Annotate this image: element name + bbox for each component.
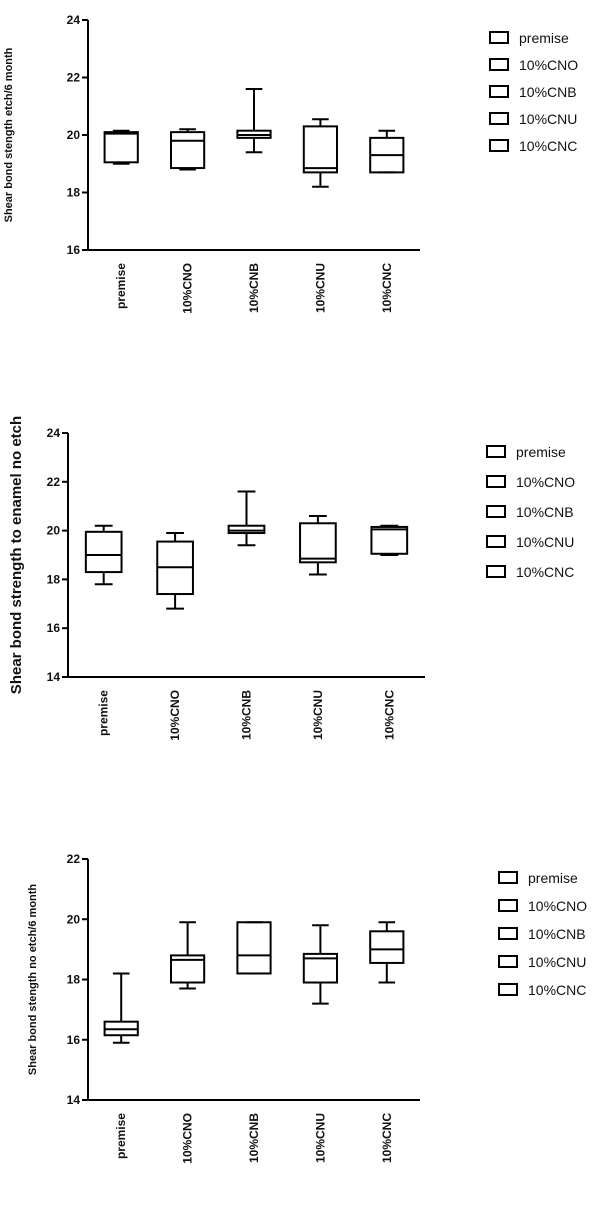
x-tick-label: 10%CNO [181,263,195,314]
legend-swatch [498,955,518,968]
box-iqr [227,524,266,535]
x-tick-label: 10%CNU [313,1113,327,1163]
x-tick-label: 10%CNC [382,690,396,740]
x-tick-label: 10%CNC [380,263,394,313]
box-10%CNO [170,128,206,171]
y-tick-label: 22 [67,71,81,85]
y-axis-label: Shear bond stength etch/6 month [3,47,15,222]
y-axis-label: Shear bond stength no etch/6 month [27,884,39,1076]
legend-swatch [486,565,506,578]
legend-swatch [489,112,509,125]
legend-swatch [486,445,506,458]
box-iqr [302,125,338,174]
x-tick-label: premise [114,1113,128,1159]
legend-label: 10%CNO [519,57,578,73]
y-tick-label: 24 [67,13,81,27]
y-tick-label: 20 [47,524,61,538]
legend-label: 10%CNU [528,954,586,970]
x-tick-label: 10%CNO [168,690,182,741]
chart-1: 16 18 20 22 24 Shear bond stength etch/6 mont… [3,13,578,314]
x-tick-label: 10%CNB [247,263,261,313]
legend-label: premise [519,30,569,46]
legend: premise 10%CNO 10%CNB 10%CNU 10%CNC [486,444,575,580]
legend-label: 10%CNB [528,926,586,942]
y-tick-label: 18 [67,186,81,200]
box-iqr [170,954,206,984]
box-10%CNU [302,924,338,1005]
box-iqr [170,131,206,170]
legend-label: 10%CNC [519,138,577,154]
legend-swatch [489,85,509,98]
box-iqr [299,522,337,564]
y-axis-label: Shear bond strength to enamel no etch [8,416,25,694]
y-tick-label: 24 [47,426,61,440]
legend-label: 10%CNU [516,534,574,550]
box-10%CNC [369,129,405,174]
box-iqr [302,952,338,984]
y-tick-label: 22 [67,852,81,866]
legend-swatch [498,871,518,884]
legend-label: 10%CNC [528,982,586,998]
legend: premise 10%CNO 10%CNB 10%CNU 10%CNC [489,30,578,154]
box-10%CNB [236,921,272,975]
y-tick-label: 14 [47,670,61,684]
y-tick-label: 20 [67,912,81,926]
box-iqr [84,530,123,574]
legend-label: 10%CNB [516,504,574,520]
box-premise [103,129,139,165]
box-iqr [369,930,405,964]
y-tick-label: 22 [47,475,61,489]
x-tick-label: premise [97,690,111,736]
y-tick-label: 20 [67,128,81,142]
box-10%CNO [156,532,194,610]
box-iqr [103,131,139,164]
x-tick-label: 10%CNB [240,690,254,740]
y-tick-label: 14 [67,1093,81,1107]
legend-swatch [486,535,506,548]
legend-swatch [498,927,518,940]
legend-label: premise [528,870,578,886]
legend-swatch [489,139,509,152]
y-tick-label: 18 [47,572,61,586]
box-premise [84,524,123,586]
box-10%CNO [170,921,206,990]
box-10%CNC [370,524,409,556]
box-10%CNB [227,490,266,547]
y-tick-label: 16 [47,621,61,635]
legend-swatch [498,899,518,912]
legend-swatch [498,983,518,996]
legend-label: 10%CNO [516,474,575,490]
legend-label: 10%CNB [519,84,577,100]
legend-label: 10%CNC [516,564,574,580]
box-10%CNC [369,921,405,984]
x-tick-label: 10%CNC [380,1113,394,1163]
legend-swatch [486,475,506,488]
legend-label: premise [516,444,566,460]
y-tick-label: 16 [67,243,81,257]
box-iqr [370,525,409,555]
legend-swatch [489,31,509,44]
box-premise [103,972,139,1044]
box-10%CNU [299,514,337,576]
legend: premise 10%CNO 10%CNB 10%CNU 10%CNC [498,870,587,998]
x-tick-label: premise [114,263,128,309]
x-tick-label: 10%CNO [181,1113,195,1164]
x-tick-label: 10%CNU [313,263,327,313]
legend-label: 10%CNO [528,898,587,914]
box-iqr [236,921,272,975]
chart-3: 14 16 18 20 22 Shear bond stength no etch/6 m… [27,852,587,1164]
y-tick-label: 16 [67,1033,81,1047]
box-10%CNU [302,118,338,188]
legend-label: 10%CNU [519,111,577,127]
chart-2: 14 16 18 20 22 24 Shear bond strength to ename… [8,416,575,741]
x-tick-label: 10%CNB [247,1113,261,1163]
y-tick-label: 18 [67,973,81,987]
legend-swatch [486,505,506,518]
x-tick-label: 10%CNU [311,690,325,740]
legend-swatch [489,58,509,71]
box-10%CNB [236,88,272,154]
